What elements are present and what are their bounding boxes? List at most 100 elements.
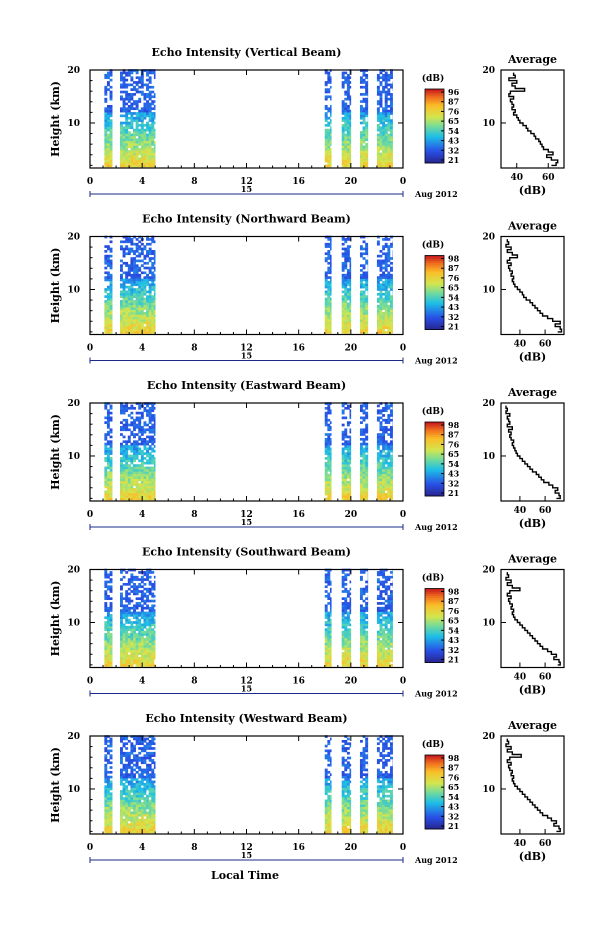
heatmap-cell — [125, 157, 129, 161]
heatmap-cell — [362, 307, 366, 310]
heatmap-cell — [324, 145, 328, 149]
heatmap-cell — [127, 492, 131, 496]
heatmap-cell — [387, 649, 391, 653]
heatmap-cell — [379, 614, 383, 617]
heatmap-cell — [143, 97, 147, 101]
heatmap-cell — [384, 100, 388, 103]
heatmap-cell — [109, 452, 113, 455]
heatmap-cell — [327, 452, 331, 455]
heatmap-cell — [346, 637, 350, 641]
heatmap-cell — [120, 157, 123, 161]
heatmap-cell — [127, 107, 131, 111]
heatmap-cell — [120, 644, 123, 648]
heatmap-cell — [379, 452, 383, 455]
heatmap-cell — [346, 269, 350, 272]
heatmap-cell — [382, 109, 386, 113]
heatmap-cell — [387, 316, 391, 320]
heatmap-cell — [133, 449, 136, 453]
heatmap-cell — [109, 114, 113, 118]
heatmap-cell — [120, 464, 123, 467]
heatmap-cell — [146, 647, 149, 651]
heatmap-cell — [130, 485, 134, 489]
heatmap-cell — [151, 437, 155, 441]
heatmap-cell — [106, 480, 110, 484]
heatmap-cell — [387, 311, 391, 315]
heatmap-cell — [382, 635, 386, 639]
heatmap-cell — [344, 442, 348, 446]
heatmap-cell — [327, 304, 331, 308]
heatmap-cell — [341, 321, 345, 325]
heatmap-cell — [384, 254, 388, 258]
heatmap-cell — [382, 476, 386, 479]
heatmap-cell — [104, 637, 108, 641]
heatmap-cell — [120, 459, 123, 463]
heatmap-cell — [109, 497, 113, 501]
heatmap-cell — [143, 606, 147, 610]
heatmap-cell — [324, 245, 328, 248]
heatmap-cell — [140, 616, 144, 620]
heatmap-cell — [349, 452, 352, 455]
heatmap-cell — [341, 468, 345, 472]
heatmap-cell — [379, 609, 383, 612]
heatmap-cell — [376, 331, 380, 334]
heatmap-cell — [327, 128, 331, 132]
heatmap-cell — [329, 285, 332, 289]
heatmap-cell — [382, 90, 386, 94]
heatmap-cell — [341, 454, 345, 458]
colorbar-tick-label: 76 — [448, 439, 460, 449]
heatmap-cell — [153, 116, 156, 120]
heatmap-cell — [341, 640, 345, 643]
heatmap-cell — [327, 492, 331, 496]
heatmap-cell — [146, 102, 149, 106]
heatmap-cell — [153, 100, 156, 103]
heatmap-cell — [379, 485, 383, 489]
heatmap-cell — [127, 654, 131, 658]
heatmap-cell — [362, 321, 366, 325]
heatmap-cell — [365, 661, 369, 665]
heatmap-cell — [125, 240, 129, 244]
heatmap-cell — [324, 328, 328, 332]
heatmap-cell — [130, 290, 134, 294]
heatmap-cell — [384, 155, 388, 158]
heatmap-cell — [327, 302, 331, 306]
heatmap-cell — [341, 604, 345, 608]
heatmap-cell — [387, 138, 391, 142]
heatmap-cell — [329, 288, 332, 291]
heatmap-cell — [359, 295, 363, 298]
heatmap-cell — [382, 602, 386, 605]
heatmap-cell — [104, 421, 108, 424]
heatmap-cell — [329, 112, 332, 115]
heatmap-cell — [143, 143, 147, 146]
heatmap-cell — [349, 97, 352, 101]
heatmap-cell — [146, 252, 149, 256]
heatmap-cell — [389, 316, 393, 320]
heatmap-cell — [148, 107, 152, 111]
heatmap-cell — [146, 114, 149, 118]
heatmap-cell — [379, 143, 383, 146]
heatmap-cell — [104, 155, 108, 158]
heatmap-cell — [109, 85, 113, 89]
heatmap-cell — [341, 606, 345, 610]
colorbar-frame — [424, 588, 445, 663]
heatmap-cell — [104, 583, 108, 586]
heatmap-cell — [140, 454, 144, 458]
colorbar-segment — [425, 301, 444, 304]
heatmap-cell — [135, 247, 139, 251]
heatmap-cell — [104, 478, 108, 482]
heatmap-cell — [329, 152, 332, 156]
heatmap-cell — [146, 273, 149, 277]
heatmap-cell — [140, 492, 144, 496]
heatmap-cell — [327, 307, 331, 310]
heatmap-cell — [104, 145, 108, 149]
heatmap-cell — [389, 145, 393, 149]
heatmap-cell — [384, 73, 388, 77]
heatmap-cell — [135, 604, 139, 608]
heatmap-cell — [143, 162, 147, 165]
heatmap-cell — [389, 283, 393, 287]
heatmap-cell — [135, 250, 139, 253]
heatmap-cell — [362, 278, 366, 282]
heatmap-cell — [387, 428, 391, 432]
heatmap-cell — [346, 654, 350, 658]
heatmap-cell — [106, 623, 110, 627]
colorbar-segment — [425, 316, 444, 319]
